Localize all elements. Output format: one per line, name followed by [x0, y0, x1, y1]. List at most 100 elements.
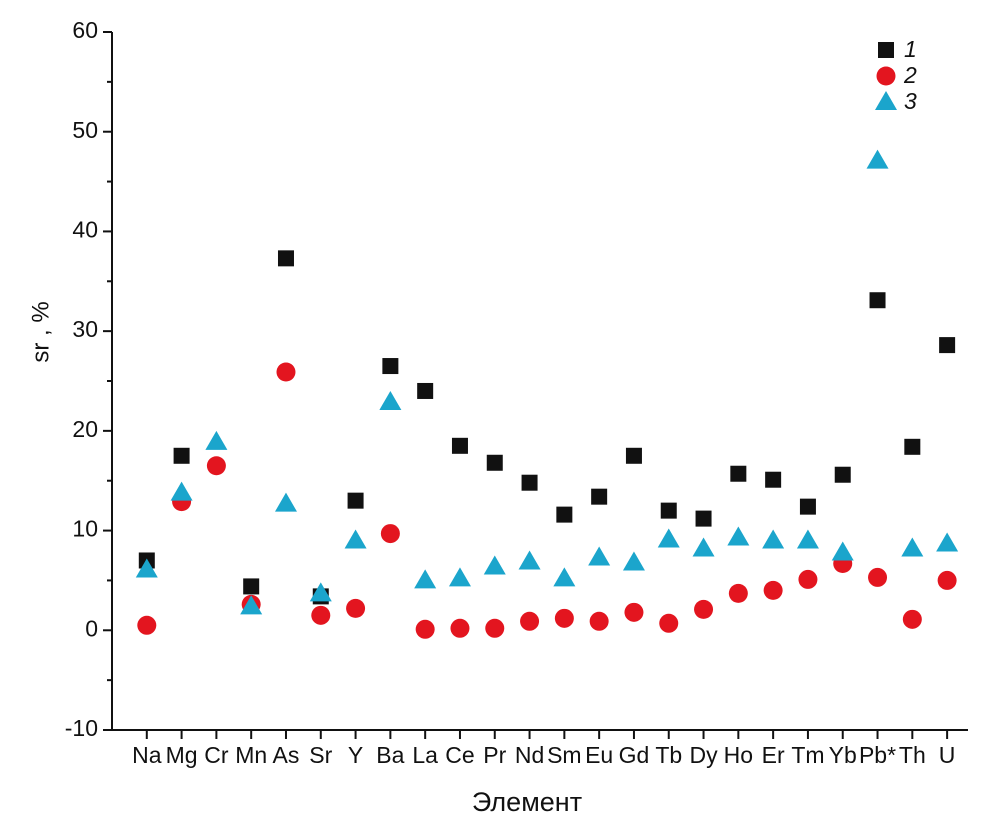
data-point	[520, 611, 540, 631]
data-point	[243, 578, 260, 595]
x-tick-label: Ba	[376, 742, 404, 768]
data-point	[485, 618, 505, 638]
data-point	[450, 618, 470, 638]
x-tick-label: Ho	[724, 742, 753, 768]
data-point	[556, 506, 573, 523]
data-point	[939, 337, 956, 354]
x-tick-label: Na	[132, 742, 162, 768]
x-axis-label: Элемент	[472, 787, 582, 817]
y-tick-label: 50	[72, 117, 98, 143]
data-point	[521, 474, 538, 491]
x-tick-label: Sm	[547, 742, 582, 768]
data-point	[660, 502, 677, 519]
data-point	[382, 358, 399, 375]
data-point	[554, 608, 574, 628]
x-tick-label: La	[412, 742, 438, 768]
data-point	[344, 529, 367, 549]
data-point	[659, 613, 679, 633]
legend-label: 1	[904, 36, 917, 62]
data-point	[727, 526, 750, 546]
x-tick-label: Pr	[483, 742, 506, 768]
legend-marker	[878, 42, 894, 58]
x-tick-label: Ce	[445, 742, 474, 768]
y-axis-label: sr , %	[27, 301, 54, 362]
data-point	[936, 532, 959, 552]
y-tick-label: -10	[65, 715, 98, 741]
data-point	[311, 605, 331, 625]
data-point	[834, 466, 851, 483]
legend-label: 2	[903, 62, 917, 88]
data-point	[347, 492, 364, 509]
data-point	[762, 529, 785, 549]
data-point	[591, 488, 608, 505]
x-tick-label: Y	[348, 742, 363, 768]
x-tick-label: Tm	[791, 742, 824, 768]
data-point	[937, 570, 957, 590]
y-tick-label: 20	[72, 416, 98, 442]
legend-marker	[876, 66, 896, 86]
data-point	[277, 250, 294, 267]
x-tick-label: Dy	[689, 742, 718, 768]
data-point	[622, 551, 645, 571]
data-point	[799, 498, 816, 515]
data-point	[589, 611, 609, 631]
data-point	[765, 471, 782, 488]
data-point	[448, 567, 471, 587]
data-point	[486, 454, 503, 471]
data-point	[902, 609, 922, 629]
data-point	[588, 546, 611, 566]
y-tick-label: 40	[72, 217, 98, 243]
data-point	[414, 569, 437, 589]
y-tick-label: 30	[72, 316, 98, 342]
data-point	[728, 583, 748, 603]
data-point	[276, 362, 296, 382]
y-tick-label: 10	[72, 516, 98, 542]
data-point	[206, 456, 226, 476]
data-point	[518, 550, 541, 570]
x-tick-label: Th	[899, 742, 926, 768]
data-point	[309, 582, 332, 602]
data-point	[137, 615, 157, 635]
data-point	[553, 567, 576, 587]
data-point	[451, 437, 468, 454]
x-tick-label: Er	[762, 742, 785, 768]
data-point	[205, 430, 228, 450]
data-point	[657, 528, 680, 548]
data-point	[274, 492, 297, 512]
data-point	[380, 524, 400, 544]
x-tick-label: Pb*	[859, 742, 896, 768]
data-point	[379, 390, 402, 410]
data-point	[798, 569, 818, 589]
x-tick-label: Yb	[829, 742, 857, 768]
legend-marker	[875, 91, 897, 110]
data-point	[904, 438, 921, 455]
x-tick-label: Tb	[655, 742, 682, 768]
x-tick-label: Nd	[515, 742, 544, 768]
data-point	[868, 567, 888, 587]
data-point	[173, 447, 190, 464]
data-point	[240, 595, 263, 615]
data-point	[624, 602, 644, 622]
data-point	[901, 537, 924, 557]
x-tick-label: Cr	[204, 742, 229, 768]
data-point	[415, 619, 435, 639]
x-tick-label: As	[273, 742, 300, 768]
y-tick-label: 0	[85, 615, 98, 641]
x-tick-label: Sr	[309, 742, 332, 768]
data-point	[625, 447, 642, 464]
x-tick-label: Eu	[585, 742, 613, 768]
data-point	[866, 149, 889, 169]
data-point	[483, 555, 506, 575]
data-point	[346, 598, 366, 618]
data-point	[695, 510, 712, 527]
data-point	[135, 558, 158, 578]
data-point	[763, 580, 783, 600]
y-tick-label: 60	[72, 17, 98, 43]
data-point	[869, 292, 886, 309]
x-tick-label: U	[939, 742, 956, 768]
x-tick-label: Gd	[619, 742, 650, 768]
legend-label: 3	[904, 88, 917, 114]
data-point	[796, 529, 819, 549]
data-point	[831, 541, 854, 561]
